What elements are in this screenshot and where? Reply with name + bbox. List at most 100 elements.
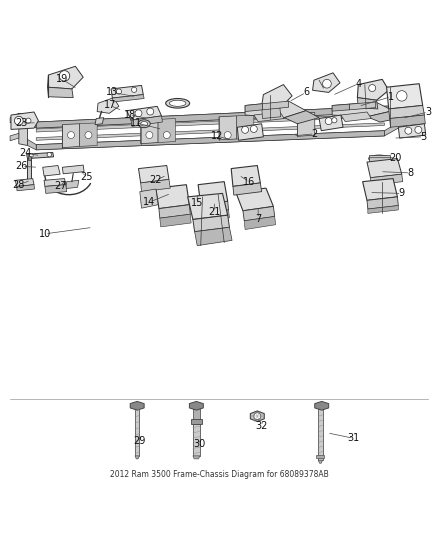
Polygon shape	[130, 401, 144, 410]
Text: 16: 16	[244, 176, 256, 187]
Polygon shape	[36, 114, 385, 132]
Circle shape	[59, 71, 70, 81]
Polygon shape	[95, 118, 104, 125]
Polygon shape	[66, 180, 79, 189]
Text: 8: 8	[407, 168, 413, 178]
Text: 2012 Ram 3500 Frame-Chassis Diagram for 68089378AB: 2012 Ram 3500 Frame-Chassis Diagram for …	[110, 470, 328, 479]
Polygon shape	[187, 193, 228, 220]
Polygon shape	[11, 112, 39, 130]
Polygon shape	[159, 205, 190, 218]
Text: 32: 32	[255, 421, 268, 431]
Text: 19: 19	[56, 75, 68, 84]
Text: 3: 3	[425, 107, 431, 117]
Bar	[28, 156, 31, 160]
Polygon shape	[341, 112, 371, 122]
Polygon shape	[385, 111, 419, 136]
Polygon shape	[80, 123, 97, 147]
Bar	[135, 403, 139, 456]
Bar	[193, 408, 200, 419]
Circle shape	[242, 132, 249, 139]
Polygon shape	[27, 152, 53, 158]
Polygon shape	[350, 102, 376, 110]
Polygon shape	[251, 411, 264, 422]
Polygon shape	[398, 124, 426, 138]
Polygon shape	[15, 179, 34, 187]
Circle shape	[322, 79, 331, 88]
Bar	[318, 408, 322, 460]
Polygon shape	[332, 102, 393, 117]
Ellipse shape	[138, 120, 150, 128]
Text: 23: 23	[15, 118, 27, 128]
Polygon shape	[254, 112, 284, 122]
Polygon shape	[387, 84, 423, 109]
Bar	[27, 158, 31, 182]
Polygon shape	[389, 106, 424, 118]
Polygon shape	[367, 158, 402, 177]
Polygon shape	[390, 115, 425, 127]
Polygon shape	[231, 166, 260, 187]
Polygon shape	[97, 98, 119, 114]
Polygon shape	[236, 188, 273, 211]
Circle shape	[242, 126, 249, 133]
Circle shape	[29, 154, 33, 158]
Polygon shape	[141, 180, 170, 192]
Polygon shape	[194, 228, 232, 246]
Polygon shape	[19, 114, 28, 146]
Circle shape	[332, 118, 337, 123]
Circle shape	[135, 110, 142, 117]
Text: 26: 26	[16, 161, 28, 172]
Text: 4: 4	[355, 79, 361, 88]
Polygon shape	[36, 131, 385, 150]
Circle shape	[47, 152, 51, 157]
Polygon shape	[138, 166, 169, 183]
Text: 13: 13	[106, 87, 119, 98]
Circle shape	[67, 132, 74, 139]
Polygon shape	[160, 214, 191, 227]
Polygon shape	[244, 216, 276, 230]
Text: 28: 28	[13, 180, 25, 190]
Polygon shape	[18, 180, 32, 186]
Polygon shape	[140, 189, 158, 208]
Polygon shape	[189, 401, 203, 410]
Bar	[191, 419, 201, 424]
Polygon shape	[284, 111, 319, 124]
Text: 1: 1	[388, 92, 394, 102]
Polygon shape	[201, 201, 229, 213]
Polygon shape	[357, 79, 389, 100]
Circle shape	[224, 132, 231, 139]
Bar	[193, 424, 200, 456]
Text: 29: 29	[134, 437, 146, 447]
Polygon shape	[243, 206, 275, 221]
Bar	[317, 455, 324, 458]
Text: 5: 5	[420, 132, 427, 142]
Polygon shape	[357, 98, 378, 109]
Circle shape	[254, 413, 261, 419]
Polygon shape	[28, 140, 36, 150]
Polygon shape	[62, 165, 84, 174]
Polygon shape	[297, 112, 315, 136]
Polygon shape	[219, 116, 237, 140]
Polygon shape	[262, 101, 289, 110]
Polygon shape	[201, 210, 230, 222]
Polygon shape	[10, 133, 19, 141]
Polygon shape	[313, 73, 340, 92]
Polygon shape	[127, 107, 162, 120]
Polygon shape	[36, 123, 385, 140]
Text: 21: 21	[208, 207, 221, 217]
Circle shape	[146, 132, 153, 139]
Text: 12: 12	[211, 131, 223, 141]
Polygon shape	[245, 104, 262, 111]
Polygon shape	[237, 124, 263, 140]
Circle shape	[325, 118, 332, 125]
Circle shape	[14, 116, 23, 125]
Text: 25: 25	[80, 172, 92, 182]
Text: 9: 9	[399, 188, 405, 198]
Polygon shape	[368, 206, 398, 213]
Polygon shape	[193, 456, 200, 459]
Circle shape	[396, 91, 407, 101]
Polygon shape	[36, 104, 419, 128]
Polygon shape	[17, 184, 35, 191]
Text: 18: 18	[124, 110, 136, 120]
Circle shape	[26, 118, 31, 123]
Circle shape	[163, 132, 170, 139]
